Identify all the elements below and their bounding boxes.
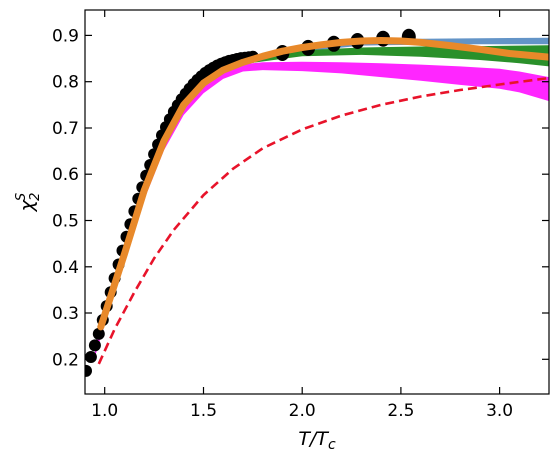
series-line-2 bbox=[97, 76, 549, 365]
plot-frame bbox=[84, 9, 550, 395]
x-tick-label: 1.5 bbox=[190, 401, 217, 421]
data-point bbox=[88, 339, 101, 352]
y-tick-label: 0.6 bbox=[52, 165, 79, 185]
band-1 bbox=[243, 37, 549, 63]
x-tick-label: 3.0 bbox=[486, 401, 513, 421]
x-tick-label: 2.0 bbox=[289, 401, 316, 421]
axis-ticks: 1.0 1.5 2.0 2.5 3.0 0.2 0.3 0.4 0.5 0.6 0.7 0.8 0.9 bbox=[52, 10, 549, 421]
plot-area bbox=[85, 28, 549, 377]
data-point bbox=[85, 364, 92, 377]
x-tick-label: 1.0 bbox=[91, 401, 118, 421]
y-tick-label: 0.4 bbox=[52, 258, 79, 278]
y-tick-label: 0.2 bbox=[52, 350, 79, 370]
y-tick-label: 0.7 bbox=[52, 119, 79, 139]
series-line-1 bbox=[97, 37, 549, 331]
x-tick-label: 2.5 bbox=[387, 401, 414, 421]
band-3 bbox=[94, 61, 549, 357]
y-tick-label: 0.5 bbox=[52, 212, 79, 232]
x-axis-label: T/Tc bbox=[298, 428, 336, 453]
y-tick-label: 0.3 bbox=[52, 304, 79, 324]
y-tick-label: 0.9 bbox=[52, 26, 79, 46]
data-point bbox=[85, 351, 97, 363]
data-point bbox=[92, 327, 105, 340]
y-axis-label: χS2 bbox=[14, 193, 43, 213]
y-tick-label: 0.8 bbox=[52, 73, 79, 93]
